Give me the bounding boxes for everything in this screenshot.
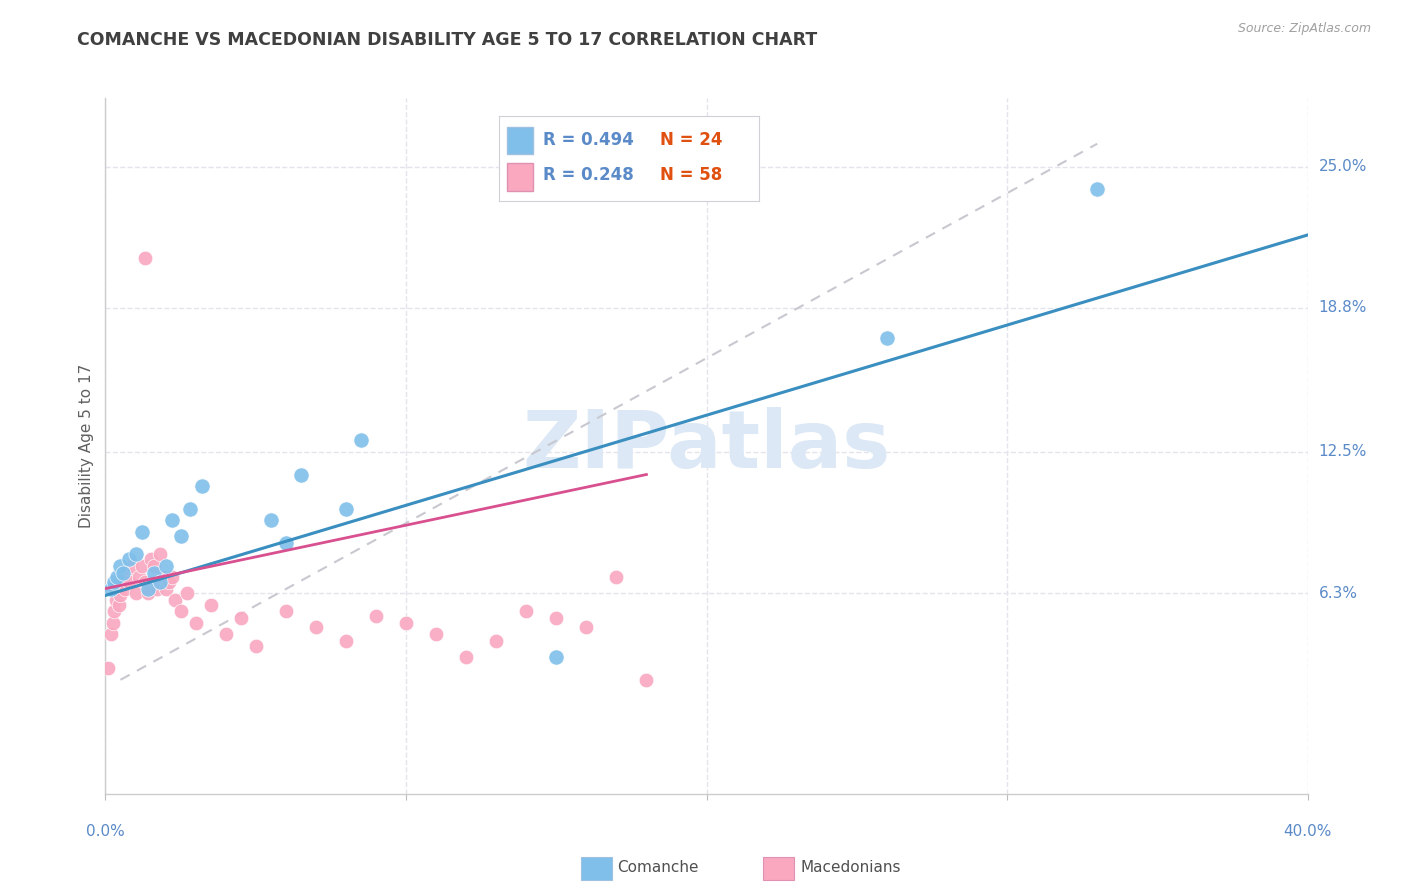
Point	[636, 673, 658, 687]
Point	[155, 558, 177, 573]
Point	[260, 513, 283, 527]
Point	[546, 650, 568, 665]
Point	[101, 615, 124, 630]
Point	[118, 552, 141, 566]
Point	[114, 582, 136, 596]
Text: R = 0.248: R = 0.248	[543, 166, 634, 185]
Point	[245, 639, 267, 653]
Text: ZIPatlas: ZIPatlas	[523, 407, 890, 485]
Point	[605, 570, 627, 584]
Point	[425, 627, 447, 641]
Point	[190, 479, 212, 493]
Point	[575, 620, 598, 634]
Point	[335, 634, 357, 648]
Point	[134, 574, 156, 589]
Point	[169, 529, 191, 543]
Text: 40.0%: 40.0%	[1284, 824, 1331, 839]
Point	[134, 251, 156, 265]
Point	[104, 593, 127, 607]
Point	[128, 570, 150, 584]
Point	[142, 558, 165, 573]
Point	[131, 558, 153, 573]
Point	[145, 582, 167, 596]
Point	[485, 634, 508, 648]
Point	[111, 574, 134, 589]
Point	[1085, 182, 1108, 196]
Text: N = 58: N = 58	[661, 166, 723, 185]
Point	[200, 598, 222, 612]
Point	[169, 604, 191, 618]
Text: Source: ZipAtlas.com: Source: ZipAtlas.com	[1237, 22, 1371, 36]
Point	[97, 661, 120, 675]
Point	[107, 570, 129, 584]
Text: 0.0%: 0.0%	[86, 824, 125, 839]
Y-axis label: Disability Age 5 to 17: Disability Age 5 to 17	[79, 364, 94, 528]
Point	[112, 570, 135, 584]
Point	[124, 547, 146, 561]
Point	[110, 558, 132, 573]
Point	[152, 570, 174, 584]
Point	[214, 627, 236, 641]
Point	[305, 620, 328, 634]
Point	[124, 586, 146, 600]
Text: 18.8%: 18.8%	[1319, 301, 1367, 316]
Point	[350, 434, 373, 448]
Point	[546, 611, 568, 625]
Point	[118, 574, 141, 589]
Point	[103, 574, 125, 589]
Point	[100, 627, 122, 641]
Point	[100, 582, 122, 596]
Point	[148, 547, 170, 561]
Point	[155, 582, 177, 596]
Point	[290, 467, 312, 482]
Text: 12.5%: 12.5%	[1319, 444, 1367, 459]
Point	[160, 570, 183, 584]
Point	[139, 552, 162, 566]
Point	[131, 524, 153, 539]
Text: COMANCHE VS MACEDONIAN DISABILITY AGE 5 TO 17 CORRELATION CHART: COMANCHE VS MACEDONIAN DISABILITY AGE 5 …	[77, 31, 817, 49]
Point	[456, 650, 478, 665]
Text: R = 0.494: R = 0.494	[543, 131, 634, 149]
Point	[184, 615, 207, 630]
Point	[103, 604, 125, 618]
Point	[136, 582, 159, 596]
Point	[364, 609, 387, 624]
Text: 6.3%: 6.3%	[1319, 586, 1358, 600]
Point	[142, 566, 165, 580]
Point	[115, 566, 138, 580]
Text: Macedonians: Macedonians	[800, 861, 900, 875]
Point	[335, 501, 357, 516]
Text: Comanche: Comanche	[617, 861, 699, 875]
Point	[112, 566, 135, 580]
Point	[163, 593, 186, 607]
Point	[176, 586, 198, 600]
Bar	[508, 163, 533, 191]
Text: N = 24: N = 24	[661, 131, 723, 149]
Point	[108, 598, 131, 612]
Point	[876, 331, 898, 345]
Point	[515, 604, 537, 618]
Point	[160, 513, 183, 527]
Bar	[508, 127, 533, 154]
Point	[274, 536, 297, 550]
Point	[136, 586, 159, 600]
Point	[229, 611, 252, 625]
Point	[395, 615, 418, 630]
Text: 25.0%: 25.0%	[1319, 159, 1367, 174]
Point	[121, 558, 143, 573]
Point	[107, 582, 129, 596]
Point	[157, 574, 180, 589]
Point	[179, 501, 201, 516]
Point	[110, 589, 132, 603]
Point	[274, 604, 297, 618]
Point	[148, 574, 170, 589]
